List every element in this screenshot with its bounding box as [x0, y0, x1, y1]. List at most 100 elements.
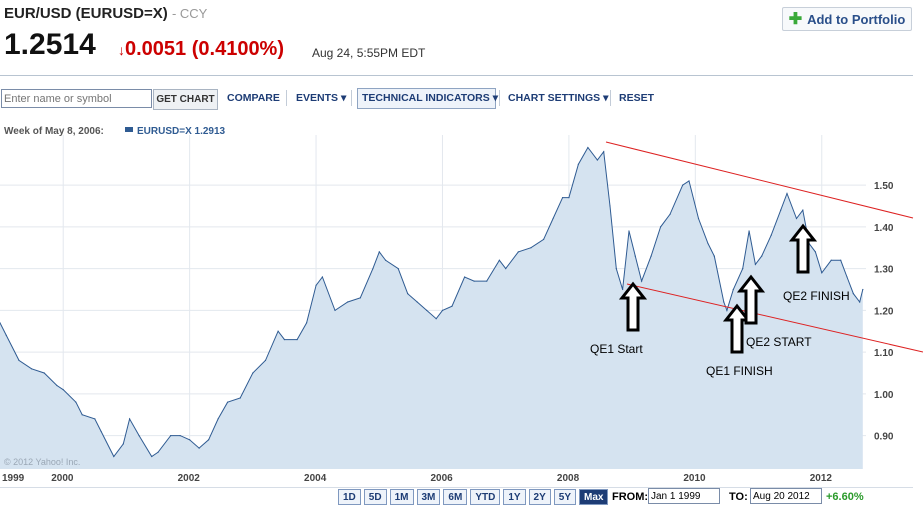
- data-point: [821, 272, 823, 274]
- from-date-input[interactable]: [648, 488, 720, 504]
- toolbar-separator: [286, 90, 287, 106]
- data-point: [189, 439, 191, 441]
- data-point: [628, 230, 630, 232]
- data-point: [416, 301, 418, 303]
- quote-timestamp: Aug 24, 5:55PM EDT: [312, 46, 426, 60]
- data-point: [552, 217, 554, 220]
- to-date-input[interactable]: [750, 488, 822, 504]
- data-point: [384, 259, 387, 261]
- chart-settings-label: CHART SETTINGS: [508, 92, 601, 104]
- range-button-1y[interactable]: 1Y: [503, 489, 526, 505]
- range-button-5d[interactable]: 5D: [363, 489, 387, 505]
- data-point: [543, 238, 545, 240]
- y-tick-label: 1.30: [874, 265, 894, 276]
- y-tick-label: 1.10: [874, 348, 894, 359]
- data-point: [682, 184, 684, 186]
- range-buttons: 1D 5D 1M 3M 6M YTD 1Y 2Y 5Y Max: [338, 489, 611, 505]
- data-point: [862, 288, 864, 291]
- data-point: [372, 268, 374, 270]
- series-area: [0, 147, 863, 469]
- data-point: [505, 268, 507, 270]
- down-arrow-icon: ↓: [118, 42, 125, 58]
- data-point: [713, 255, 715, 257]
- series-label: EURUSD=X 1.2913: [137, 126, 226, 137]
- data-point: [315, 284, 317, 286]
- data-point: [530, 247, 532, 249]
- data-point: [252, 372, 254, 374]
- range-button-max[interactable]: Max: [579, 489, 609, 505]
- price-change: ↓0.0051 (0.4100%): [118, 38, 284, 61]
- header-divider: [0, 75, 913, 76]
- events-label: EVENTS: [296, 92, 339, 104]
- x-tick-label: 2006: [430, 473, 453, 484]
- upper-trendline: [605, 141, 914, 219]
- data-point: [321, 276, 323, 278]
- data-point: [347, 301, 349, 303]
- events-menu[interactable]: EVENTS ▾: [296, 92, 346, 104]
- chart-header: Week of May 8, 2006: EURUSD=X 1.2913: [4, 126, 226, 137]
- x-tick-label: 2000: [51, 473, 74, 484]
- series-swatch: [125, 127, 133, 132]
- qe2-finish-label: QE2 FINISH: [783, 289, 850, 303]
- price-chart[interactable]: 0.90 1.00 1.10 1.20 1.30 1.40 1.50 1999 2000 200…: [0, 121, 923, 486]
- reset-button[interactable]: RESET: [619, 92, 655, 104]
- get-chart-button[interactable]: GET CHART: [153, 89, 218, 110]
- qe1-start-label: QE1 Start: [590, 342, 643, 356]
- data-point: [859, 301, 861, 303]
- chart-settings-menu[interactable]: CHART SETTINGS ▾: [508, 92, 608, 104]
- data-point: [634, 255, 636, 257]
- range-button-3m[interactable]: 3M: [416, 489, 441, 505]
- data-point: [122, 443, 124, 445]
- data-point: [748, 230, 750, 232]
- data-point: [852, 293, 854, 295]
- data-point: [732, 288, 734, 291]
- range-button-6m[interactable]: 6M: [443, 489, 468, 505]
- y-tick-label: 1.20: [874, 306, 894, 317]
- data-point: [802, 209, 804, 211]
- last-price: 1.2514: [4, 28, 96, 61]
- data-point: [577, 163, 579, 165]
- data-point: [277, 330, 279, 332]
- x-tick-label: 2012: [810, 473, 833, 484]
- data-point: [138, 435, 140, 437]
- data-point: [650, 255, 652, 257]
- data-point: [179, 435, 181, 437]
- data-point: [334, 309, 336, 311]
- copyright: © 2012 Yahoo! Inc.: [4, 457, 80, 467]
- plus-icon: ✚: [788, 11, 803, 28]
- add-to-portfolio-button[interactable]: ✚ Add to Portfolio: [782, 7, 912, 31]
- y-tick-label: 0.90: [874, 432, 894, 443]
- quote-name: EUR/USD (EURUSD=X): [4, 5, 168, 22]
- data-point: [761, 255, 763, 257]
- compare-button[interactable]: COMPARE: [227, 92, 280, 104]
- data-point: [473, 280, 475, 282]
- range-button-1m[interactable]: 1M: [389, 489, 414, 505]
- technical-indicators-menu[interactable]: TECHNICAL INDICATORS ▾: [362, 92, 498, 104]
- data-point: [517, 251, 519, 253]
- data-point: [596, 159, 598, 161]
- data-point: [754, 263, 756, 266]
- range-button-ytd[interactable]: YTD: [470, 489, 501, 505]
- data-point: [56, 384, 58, 387]
- data-point: [795, 217, 798, 220]
- range-button-5y[interactable]: 5Y: [553, 489, 577, 505]
- data-point: [128, 418, 131, 420]
- data-point: [688, 180, 690, 182]
- data-point: [441, 309, 444, 311]
- data-point: [426, 309, 428, 311]
- range-button-1d[interactable]: 1D: [338, 489, 361, 505]
- data-point: [568, 197, 570, 199]
- qe2-start-label: QE2 START: [746, 335, 812, 349]
- symbol-search-input[interactable]: [1, 89, 152, 108]
- y-axis: 0.90 1.00 1.10 1.20 1.30 1.40 1.50: [874, 181, 894, 443]
- range-button-2y[interactable]: 2Y: [528, 489, 551, 505]
- data-point: [486, 280, 488, 282]
- data-point: [622, 288, 624, 291]
- data-point: [157, 451, 159, 453]
- data-point: [378, 251, 380, 253]
- data-point: [198, 447, 200, 449]
- to-label: TO:: [729, 491, 748, 503]
- data-point: [609, 205, 611, 207]
- data-point: [264, 359, 267, 362]
- data-point: [780, 209, 782, 211]
